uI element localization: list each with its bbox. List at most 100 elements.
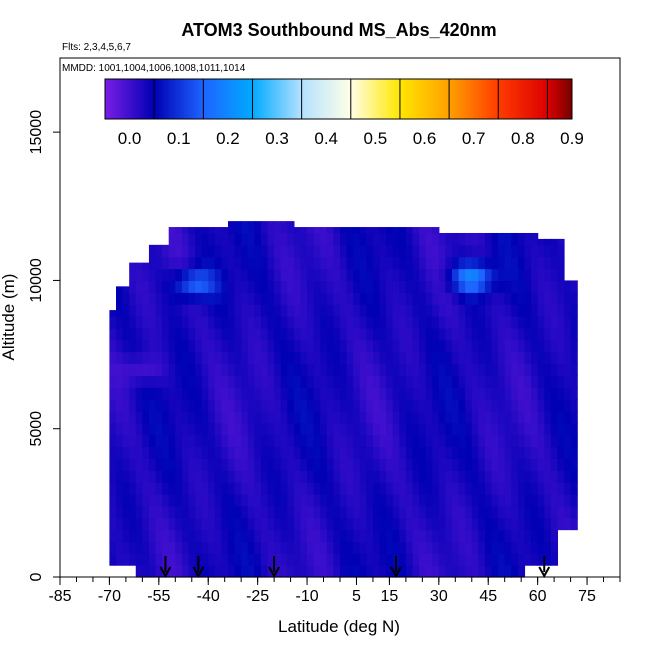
heatmap-cell-522: [228, 351, 236, 365]
heatmap-cell-385: [201, 553, 209, 566]
heatmap-cell-126: [142, 529, 150, 543]
heatmap-cell-1022: [340, 470, 348, 483]
heatmap-cell-369: [195, 387, 203, 400]
heatmap-cell-1764: [504, 446, 512, 459]
heatmap-cell-1760: [504, 493, 512, 507]
heatmap-cell-989: [333, 505, 341, 519]
heatmap-cell-1395: [419, 316, 427, 329]
heatmap-cell-890: [307, 256, 315, 270]
heatmap-cell-52: [122, 482, 130, 495]
heatmap-cell-1493: [445, 565, 453, 578]
heatmap-cell-1479: [438, 387, 447, 400]
heatmap-cell-1575: [458, 280, 466, 293]
heatmap-cell-63: [122, 351, 130, 365]
heatmap-cell-1662: [478, 280, 486, 293]
heatmap-cell-894: [313, 565, 321, 578]
heatmap-cell-1511: [445, 351, 453, 365]
colorbar-tick-label-8: 0.8: [511, 129, 535, 148]
heatmap-cell-1872: [531, 517, 539, 531]
heatmap-cell-2019: [564, 363, 572, 376]
heatmap-cell-1796: [511, 410, 519, 424]
heatmap-cell-906: [313, 422, 321, 436]
heatmap-cell-179: [155, 553, 163, 566]
heatmap-cell-1412: [425, 470, 433, 483]
heatmap-cell-460: [214, 375, 223, 388]
heatmap-cell-1203: [379, 458, 387, 471]
heatmap-cell-255: [168, 316, 176, 329]
colorbar-segment-59: [250, 79, 253, 119]
heatmap-cell-233: [162, 244, 170, 258]
heatmap-cell-1672: [484, 505, 493, 519]
heatmap-cell-1543: [452, 316, 460, 329]
colorbar-segment-31: [181, 79, 185, 119]
heatmap-cell-949: [320, 268, 328, 282]
heatmap-cell-118: [135, 304, 143, 317]
colorbar-segment-1: [107, 79, 111, 119]
colorbar-segment-162: [503, 79, 507, 119]
heatmap-cell-902: [313, 470, 321, 483]
colorbar-segment-144: [458, 79, 462, 119]
heatmap-cell-1294: [399, 446, 407, 459]
heatmap-cell-34: [116, 410, 124, 424]
heatmap-cell-626: [254, 541, 262, 554]
colorbar-segment-57: [245, 79, 249, 119]
heatmap-cell-530: [228, 256, 236, 270]
heatmap-cell-595: [247, 553, 255, 566]
heatmap-cell-1416: [425, 422, 433, 436]
heatmap-cell-1694: [484, 244, 493, 258]
heatmap-cell-110: [135, 399, 143, 412]
colorbar-segment-104: [360, 79, 364, 119]
heatmap-cell-1606: [465, 256, 473, 270]
heatmap-cell-1283: [392, 227, 400, 234]
heatmap-cell-2001: [557, 280, 565, 293]
colorbar-segment-131: [426, 79, 430, 119]
heatmap-cell-1068: [346, 280, 354, 293]
heatmap-cell-273: [175, 458, 183, 471]
y-axis-label: Altitude (m): [0, 274, 18, 361]
heatmap-cell-696: [267, 422, 275, 436]
heatmap-cell-1209: [379, 387, 387, 400]
heatmap-cell-456: [214, 422, 223, 436]
colorbar-segment-149: [471, 79, 475, 119]
heatmap-cell-598: [247, 517, 255, 531]
heatmap-cell-532: [228, 232, 236, 246]
heatmap-cell-106: [135, 446, 143, 459]
heatmap-cell-1538: [452, 375, 460, 388]
heatmap-cell-1028: [340, 399, 348, 412]
heatmap-cell-299: [181, 505, 190, 519]
heatmap-cell-1776: [504, 304, 512, 317]
heatmap-cell-80: [129, 434, 137, 448]
heatmap-cell-667: [260, 410, 269, 424]
heatmap-cell-1780: [504, 256, 512, 270]
heatmap-cell-1485: [438, 316, 447, 329]
heatmap-cell-1019: [340, 505, 348, 519]
heatmap-cell-1264: [392, 446, 400, 459]
heatmap-cell-1451: [432, 363, 440, 376]
colorbar-segment-10: [129, 79, 133, 119]
heatmap-cell-1978: [550, 256, 559, 270]
heatmap-cell-1665: [478, 244, 486, 258]
heatmap-cell-917: [313, 292, 321, 305]
heatmap-cell-430: [208, 375, 216, 388]
heatmap-cell-343: [188, 339, 196, 353]
heatmap-cell-1627: [471, 351, 479, 365]
heatmap-cell-387: [201, 529, 209, 543]
heatmap-cell-181: [155, 529, 163, 543]
heatmap-cell-320: [181, 256, 190, 270]
heatmap-cell-1103: [353, 227, 361, 234]
heatmap-cell-294: [181, 565, 190, 578]
heatmap-cell-668: [260, 399, 269, 412]
heatmap-cell-1971: [550, 339, 559, 353]
heatmap-cell-1077: [353, 529, 361, 543]
heatmap-cell-1002: [333, 351, 341, 365]
heatmap-cell-312: [181, 351, 190, 365]
heatmap-cell-175: [148, 268, 157, 282]
heatmap-cell-531: [228, 244, 236, 258]
heatmap-cell-1443: [432, 458, 440, 471]
heatmap-cell-186: [155, 470, 163, 483]
heatmap-cell-295: [181, 553, 190, 566]
heatmap-cell-1617: [471, 470, 479, 483]
heatmap-cell-1669: [484, 541, 493, 554]
heatmap-cell-1531: [452, 458, 460, 471]
heatmap-cell-1583: [465, 529, 473, 543]
